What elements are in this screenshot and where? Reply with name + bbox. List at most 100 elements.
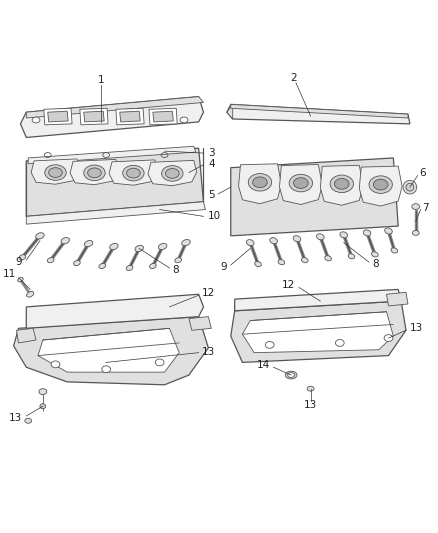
Text: 13: 13 bbox=[201, 346, 215, 357]
Ellipse shape bbox=[412, 230, 419, 236]
Ellipse shape bbox=[335, 179, 349, 189]
Ellipse shape bbox=[45, 165, 66, 180]
Text: 10: 10 bbox=[208, 212, 220, 221]
Ellipse shape bbox=[182, 239, 190, 246]
Polygon shape bbox=[21, 96, 204, 138]
Polygon shape bbox=[70, 159, 119, 185]
Ellipse shape bbox=[265, 342, 274, 348]
Text: 7: 7 bbox=[423, 203, 429, 213]
Ellipse shape bbox=[39, 389, 47, 394]
Text: 8: 8 bbox=[372, 259, 378, 269]
Ellipse shape bbox=[412, 204, 420, 209]
Ellipse shape bbox=[18, 277, 23, 282]
Text: 4: 4 bbox=[208, 159, 215, 169]
Ellipse shape bbox=[84, 165, 105, 181]
Text: 8: 8 bbox=[172, 265, 179, 275]
Ellipse shape bbox=[35, 233, 44, 239]
Ellipse shape bbox=[325, 256, 332, 261]
Ellipse shape bbox=[391, 248, 398, 253]
Ellipse shape bbox=[162, 166, 183, 181]
Ellipse shape bbox=[47, 257, 54, 263]
Polygon shape bbox=[231, 104, 408, 118]
Text: 13: 13 bbox=[9, 413, 22, 423]
Ellipse shape bbox=[149, 263, 156, 269]
Polygon shape bbox=[148, 160, 197, 185]
Polygon shape bbox=[227, 104, 233, 119]
Ellipse shape bbox=[61, 238, 70, 244]
Text: 12: 12 bbox=[282, 279, 295, 289]
Text: 1: 1 bbox=[98, 75, 105, 85]
Ellipse shape bbox=[159, 244, 167, 249]
Ellipse shape bbox=[278, 260, 285, 265]
Polygon shape bbox=[48, 111, 68, 122]
Ellipse shape bbox=[406, 183, 414, 191]
Polygon shape bbox=[26, 148, 204, 216]
Ellipse shape bbox=[49, 168, 62, 177]
Polygon shape bbox=[28, 146, 196, 164]
Polygon shape bbox=[31, 159, 80, 184]
Ellipse shape bbox=[155, 359, 164, 366]
Ellipse shape bbox=[293, 177, 308, 188]
Polygon shape bbox=[26, 202, 205, 224]
Polygon shape bbox=[231, 301, 406, 362]
Ellipse shape bbox=[307, 386, 314, 391]
Ellipse shape bbox=[85, 240, 93, 247]
Polygon shape bbox=[320, 165, 363, 205]
Polygon shape bbox=[80, 108, 108, 125]
Text: 13: 13 bbox=[410, 324, 423, 333]
Ellipse shape bbox=[289, 174, 313, 192]
Ellipse shape bbox=[330, 175, 353, 192]
Ellipse shape bbox=[40, 404, 46, 409]
Polygon shape bbox=[153, 111, 173, 122]
Ellipse shape bbox=[317, 234, 324, 240]
Ellipse shape bbox=[175, 257, 181, 263]
Ellipse shape bbox=[248, 174, 272, 191]
Ellipse shape bbox=[126, 265, 133, 271]
Polygon shape bbox=[109, 160, 158, 185]
Polygon shape bbox=[231, 158, 398, 236]
Ellipse shape bbox=[253, 177, 267, 188]
Polygon shape bbox=[120, 111, 140, 122]
Polygon shape bbox=[116, 108, 144, 125]
Ellipse shape bbox=[110, 244, 118, 249]
Ellipse shape bbox=[255, 262, 261, 266]
Text: 2: 2 bbox=[291, 73, 297, 83]
Polygon shape bbox=[38, 328, 179, 372]
Polygon shape bbox=[239, 164, 281, 204]
Polygon shape bbox=[189, 317, 211, 330]
Polygon shape bbox=[387, 292, 408, 306]
Ellipse shape bbox=[102, 366, 110, 373]
Ellipse shape bbox=[99, 263, 106, 269]
Ellipse shape bbox=[74, 261, 80, 265]
Ellipse shape bbox=[293, 236, 301, 242]
Ellipse shape bbox=[363, 230, 371, 236]
Ellipse shape bbox=[385, 228, 392, 234]
Polygon shape bbox=[26, 294, 204, 328]
Polygon shape bbox=[14, 317, 208, 385]
Text: 5: 5 bbox=[208, 190, 215, 200]
Ellipse shape bbox=[19, 255, 26, 260]
Ellipse shape bbox=[301, 257, 308, 263]
Text: 9: 9 bbox=[220, 262, 227, 272]
Polygon shape bbox=[17, 328, 36, 343]
Ellipse shape bbox=[384, 335, 393, 342]
Text: 12: 12 bbox=[201, 288, 215, 298]
Ellipse shape bbox=[51, 361, 60, 368]
Text: 14: 14 bbox=[257, 360, 270, 370]
Ellipse shape bbox=[270, 238, 277, 244]
Polygon shape bbox=[26, 96, 204, 118]
Polygon shape bbox=[243, 312, 393, 353]
Text: 11: 11 bbox=[4, 269, 17, 279]
Ellipse shape bbox=[27, 292, 34, 297]
Ellipse shape bbox=[369, 176, 392, 193]
Text: 13: 13 bbox=[304, 400, 317, 410]
Polygon shape bbox=[84, 111, 104, 122]
Ellipse shape bbox=[32, 117, 40, 123]
Polygon shape bbox=[359, 166, 402, 206]
Ellipse shape bbox=[88, 168, 101, 177]
Ellipse shape bbox=[127, 168, 140, 178]
Ellipse shape bbox=[348, 254, 355, 259]
Ellipse shape bbox=[374, 179, 388, 190]
Ellipse shape bbox=[336, 340, 344, 346]
Polygon shape bbox=[235, 289, 401, 311]
